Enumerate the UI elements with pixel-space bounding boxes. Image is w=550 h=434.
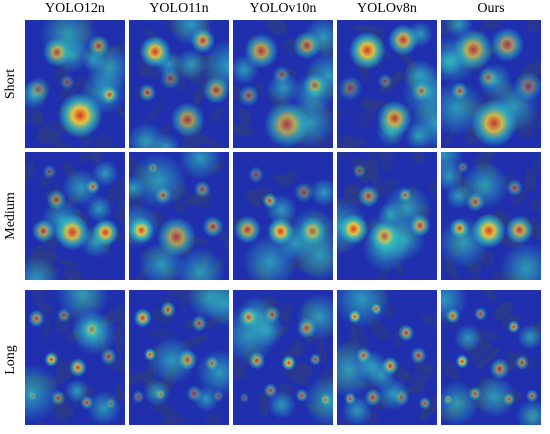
- heatmap-tile-medium-yolov8n: [337, 152, 437, 280]
- row-label-long: Long: [3, 345, 18, 375]
- heatmap-tile-short-yolov10n: [233, 20, 333, 148]
- column-header-yolov8n: YOLOv8n: [357, 1, 417, 16]
- heatmap-tile-long-yolov8n: [337, 290, 437, 425]
- row-label-short: Short: [3, 68, 18, 100]
- heatmap-tile-medium-yolo12n: [25, 152, 125, 280]
- heatmap-tile-short-yolo12n: [25, 20, 125, 148]
- heatmap-tile-long-yolov10n: [233, 290, 333, 425]
- heatmap-tile-medium-yolov10n: [233, 152, 333, 280]
- heatmap-tile-short-yolo11n: [129, 20, 229, 148]
- column-header-ours: Ours: [477, 1, 505, 16]
- heatmap-tile-long-ours: [441, 290, 541, 425]
- heatmap-tile-medium-ours: [441, 152, 541, 280]
- heatmap-tile-short-ours: [441, 20, 541, 148]
- row-label-medium: Medium: [3, 192, 18, 240]
- heatmap-tile-long-yolo12n: [25, 290, 125, 425]
- heatmap-tile-short-yolov8n: [337, 20, 437, 148]
- column-header-yolo11n: YOLO11n: [149, 1, 209, 16]
- column-header-yolov10n: YOLOv10n: [249, 1, 317, 16]
- heatmap-tile-medium-yolo11n: [129, 152, 229, 280]
- column-header-yolo12n: YOLO12n: [45, 1, 105, 16]
- heatmap-tile-long-yolo11n: [129, 290, 229, 425]
